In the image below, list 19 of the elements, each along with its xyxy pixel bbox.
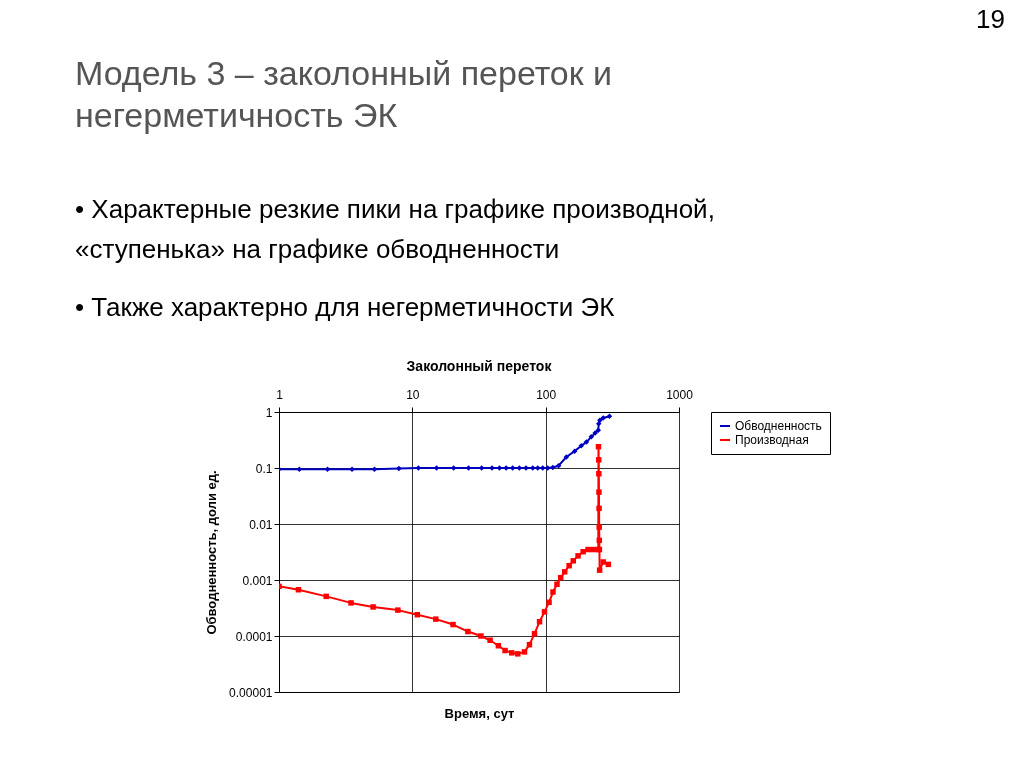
text: 19 (976, 4, 1005, 34)
legend-label: Производная (735, 433, 809, 447)
y-axis-title: Обводненность, доли ед. (204, 470, 220, 635)
y-tick-label: 0.01 (249, 517, 273, 532)
legend-label: Обводненность (735, 419, 822, 433)
y-tick-label: 1 (265, 405, 273, 420)
x-axis-title: Время, сут (444, 705, 515, 721)
text: • Характерные резкие пики на графике производной, «ступенька» на графике обводненности (75, 194, 715, 264)
x-tick-label: 1 (276, 387, 284, 402)
x-tick-label: 100 (536, 387, 557, 402)
text: • Также характерно для негерметичности ЭК (75, 292, 615, 322)
x-tick-label: 10 (406, 387, 420, 402)
y-tick-label: 0.00001 (229, 685, 273, 700)
y-tick-label: 0.001 (242, 573, 273, 588)
text: Модель 3 – заколонный переток и негерметичность ЭК (75, 54, 613, 134)
y-tick-label: 0.0001 (235, 629, 273, 644)
x-tick-label: 1000 (666, 387, 694, 402)
y-tick-label: 0.1 (255, 461, 273, 476)
chart-title: Заколонный переток (406, 358, 553, 374)
